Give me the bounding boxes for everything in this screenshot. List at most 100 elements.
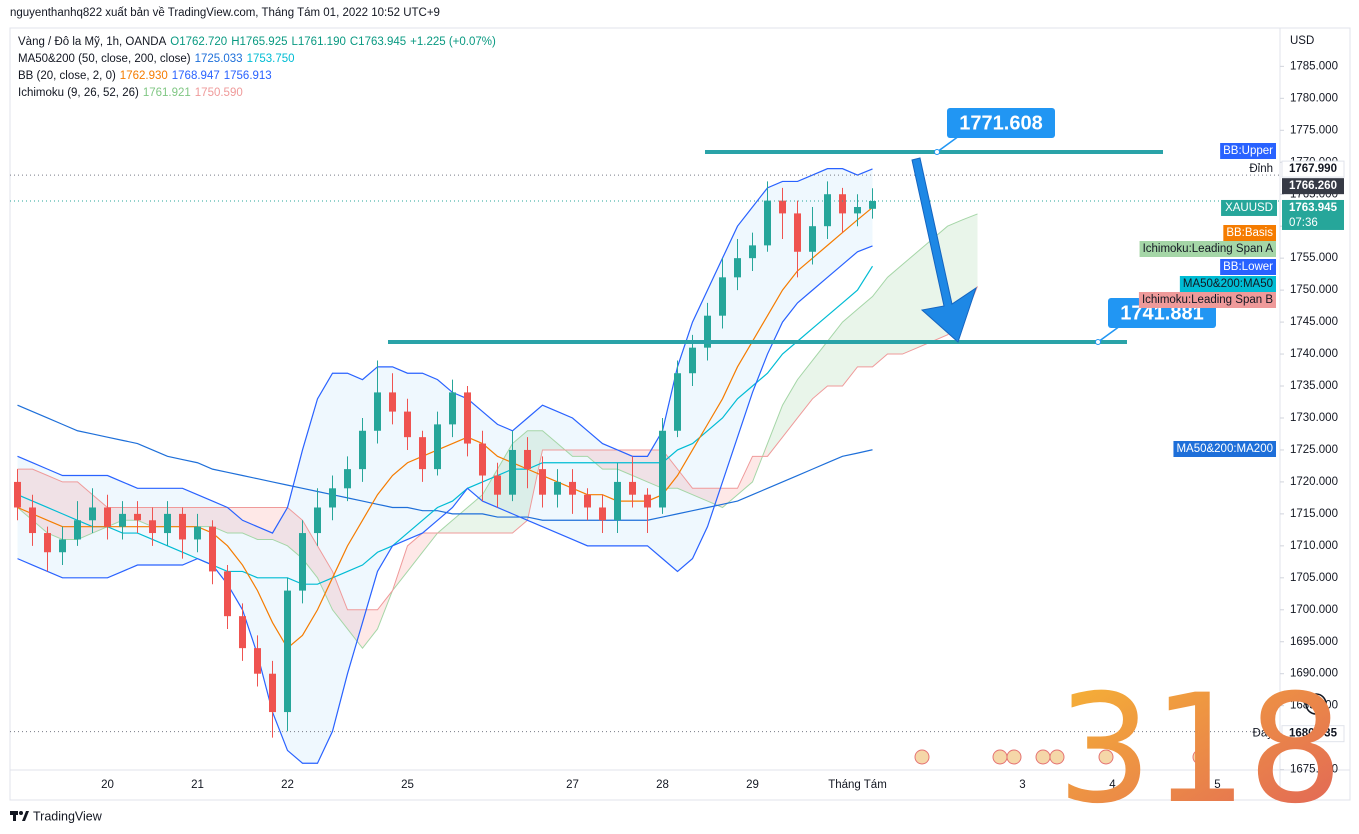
event-icon[interactable] (914, 749, 930, 765)
candle-body (344, 469, 351, 489)
candle-body (794, 213, 801, 252)
candle-body (149, 520, 156, 534)
price-tag-name: Đỉnh (1249, 163, 1273, 175)
cloud-segment (887, 264, 903, 355)
x-tick-label: 4 (1109, 779, 1116, 791)
series-tag (1139, 241, 1276, 257)
symbol: Vàng / Đô la Mỹ, 1h, OANDA (18, 36, 167, 48)
cloud-segment (542, 430, 558, 450)
candle-body (599, 507, 606, 521)
price-tag-value: 1680.935 (1289, 728, 1338, 740)
candle-body (734, 258, 741, 278)
watermark: 318 (1057, 663, 1343, 834)
event-icon[interactable] (1192, 749, 1208, 765)
cloud-segment (452, 507, 468, 534)
y-tick-label: 1675.000 (1290, 764, 1338, 776)
event-icon[interactable] (1098, 749, 1114, 765)
event-icon[interactable] (992, 749, 1008, 765)
legend: Vàng / Đô la Mỹ, 1h, OANDA O1762.720 H1765… (18, 34, 500, 102)
y-tick-label: 1745.000 (1290, 316, 1338, 328)
candle-body (749, 245, 756, 259)
ohlc-value: O1762.720 (170, 36, 228, 48)
candle-body (284, 590, 291, 713)
cloud-segment (602, 449, 618, 470)
cloud-segment (497, 443, 513, 534)
y-tick-label: 1695.000 (1290, 636, 1338, 648)
cloud-segment (872, 277, 888, 367)
cloud-segment (122, 507, 138, 521)
price-tag-name: XAUUSD (1225, 202, 1273, 214)
candle-body (434, 424, 441, 470)
y-tick-label: 1755.000 (1290, 252, 1338, 264)
candle-body (134, 513, 141, 521)
indicator-line (17, 168, 873, 534)
event-icon[interactable] (1006, 749, 1022, 765)
ohlc-value: L1761.190 (291, 36, 346, 48)
series-tag (1179, 276, 1276, 292)
series-tag-label: BB:Basis (1226, 227, 1273, 239)
candle-body (119, 513, 126, 527)
cloud-segment (197, 507, 213, 527)
candle-body (824, 194, 831, 227)
frame (9, 27, 1351, 801)
x-tick-label: 25 (401, 779, 414, 791)
ohlc-value: H1765.925 (231, 36, 288, 48)
cloud-segment (827, 322, 843, 387)
cloud-segment (917, 238, 933, 348)
candle-body (839, 194, 846, 214)
event-icon[interactable] (1035, 749, 1051, 765)
event-icon[interactable] (1049, 749, 1065, 765)
cloud-segment (182, 507, 198, 527)
candle-body (689, 347, 696, 374)
callout-anchor (934, 148, 940, 155)
candle-body (644, 494, 651, 508)
candle-body (239, 616, 246, 649)
y-tick-label: 1720.000 (1290, 476, 1338, 488)
legend-row: Vàng / Đô la Mỹ, 1h, OANDA O1762.720 H1765… (18, 34, 500, 51)
candle-body (419, 437, 426, 470)
x-tick-label: 5 (1214, 779, 1220, 791)
price-tag-name-box (1221, 199, 1277, 216)
price-tag-value: 1763.945 (1289, 202, 1338, 214)
cloud-segment (527, 430, 543, 521)
indicator-value: 1750.590 (194, 87, 243, 99)
y-tick-label: 1690.000 (1290, 668, 1338, 680)
y-tick-label: 1740.000 (1290, 348, 1338, 360)
candle-body (494, 475, 501, 495)
cloud-segment (212, 507, 228, 534)
cloud-segment (347, 609, 363, 649)
price-tag-box (1281, 160, 1345, 178)
candle-body (524, 449, 531, 470)
candle-body (614, 481, 621, 521)
price-tag-box (1281, 725, 1345, 743)
legend-row: BB (20, close, 2, 0) 1762.930 1768.947 1756… (18, 68, 500, 85)
legend-row: Ichimoku (9, 26, 52, 26) 1761.921 1750.590 (18, 85, 500, 102)
candle-body (59, 539, 66, 553)
candle-body (194, 526, 201, 540)
cloud-segment (362, 609, 378, 649)
cloud-segment (32, 469, 48, 534)
attribution: nguyenthanhq822 xuất bản về TradingView.… (10, 7, 440, 19)
series-tag-label: MA50&200:MA50 (1183, 278, 1273, 290)
price-tag-box (1282, 178, 1344, 195)
candle-body (269, 673, 276, 713)
clock-icon[interactable] (1305, 693, 1327, 715)
indicator-name: MA50&200 (50, close, 200, close) (18, 53, 191, 65)
cloud-segment (647, 449, 663, 489)
candle-body (764, 200, 771, 246)
candle-body (224, 571, 231, 617)
candle-body (449, 392, 456, 425)
change: +1.225 (+0.07%) (410, 36, 496, 48)
candle-body (89, 507, 96, 521)
price-tag-countdown: 07:36 (1289, 217, 1318, 229)
candle-body (509, 449, 516, 495)
x-tick-label: Tháng Tám (828, 779, 887, 791)
y-tick-label: 1750.000 (1290, 284, 1338, 296)
candle-body (179, 513, 186, 540)
cloud-segment (62, 481, 78, 540)
series-tag-label: Ichimoku:Leading Span A (1143, 243, 1274, 255)
y-tick-label: 1730.000 (1290, 412, 1338, 424)
cloud-segment (92, 494, 108, 534)
series-tag-label: BB:Lower (1223, 261, 1273, 273)
